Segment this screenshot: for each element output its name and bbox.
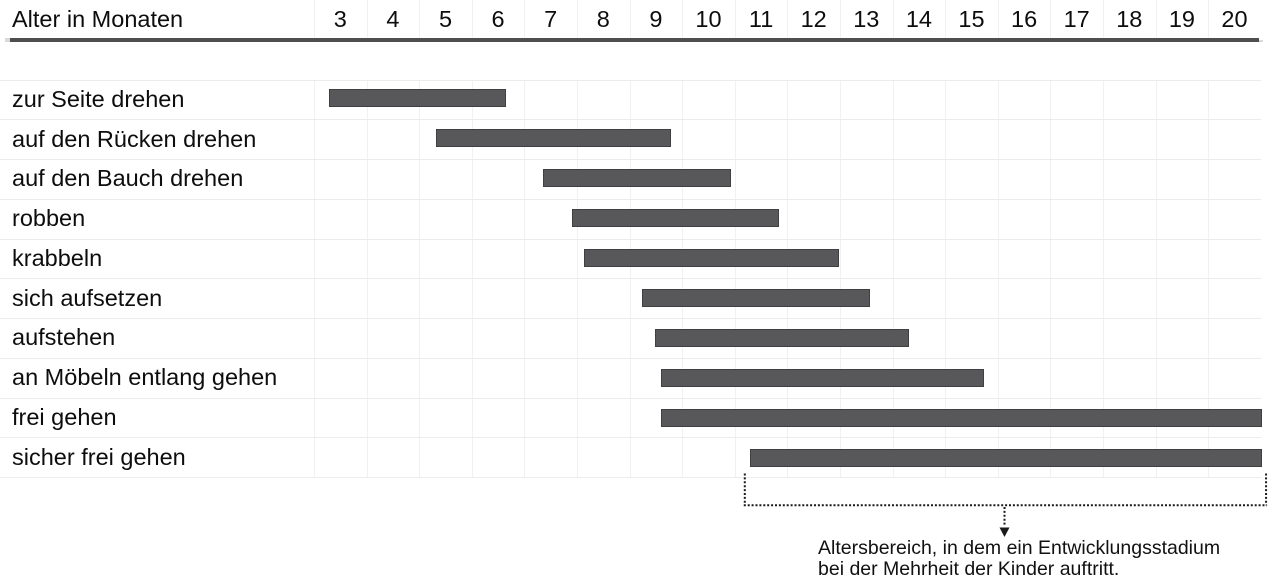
grid-hline: [0, 357, 1261, 359]
grid-vline-header: [734, 0, 736, 38]
month-tick-label-7: 7: [544, 5, 558, 32]
grid-vline-header: [314, 0, 315, 38]
month-tick-label-4: 4: [386, 5, 400, 32]
month-tick-label-6: 6: [491, 5, 505, 32]
month-tick-label-17: 17: [1063, 5, 1090, 32]
grid-hline: [0, 437, 1261, 439]
axis-title: Alter in Monaten: [12, 5, 184, 32]
grid-vline-header: [1155, 0, 1157, 38]
row-label: robben: [12, 205, 86, 232]
month-tick-label-10: 10: [695, 5, 722, 32]
row-label: sich aufsetzen: [12, 284, 163, 311]
month-tick-label-9: 9: [649, 5, 663, 32]
row-label: krabbeln: [12, 244, 103, 271]
grid-hline: [0, 397, 1261, 399]
grid-vline-header: [892, 0, 894, 38]
annotation-caption-line1: Altersbereich, in dem ein Entwicklungsst…: [818, 537, 1221, 559]
range-bar: [661, 369, 984, 387]
month-tick-label-19: 19: [1168, 5, 1195, 32]
range-bar: [660, 409, 1262, 427]
grid-vline-header: [945, 0, 947, 38]
arrow-head: [999, 527, 1010, 537]
grid-vline-header: [524, 0, 526, 38]
row-label: sicher frei gehen: [12, 443, 186, 470]
grid-hline: [0, 238, 1261, 240]
grid-hline: [0, 159, 1261, 160]
row-label: frei gehen: [12, 403, 117, 430]
row-label: an Möbeln entlang gehen: [12, 364, 278, 391]
month-tick-label-12: 12: [800, 5, 827, 32]
month-tick-label-5: 5: [438, 5, 453, 32]
grid-hline: [0, 79, 1261, 81]
grid-vline-header: [629, 0, 631, 38]
grid-vline-header: [1208, 0, 1210, 38]
month-tick-label-14: 14: [905, 5, 932, 32]
grid-hline: [0, 198, 1261, 200]
grid-vline-header: [682, 0, 684, 38]
range-bar: [543, 169, 731, 187]
header-rule-right-cap: [1259, 39, 1263, 42]
grid-hline: [0, 278, 1261, 280]
grid-vline-header: [577, 0, 578, 38]
grid-vline-header: [1103, 0, 1104, 38]
month-tick-label-8: 8: [596, 5, 610, 32]
range-bar: [749, 449, 1262, 467]
grid-vline-header: [419, 0, 421, 38]
range-bar: [572, 209, 779, 227]
month-tick-label-18: 18: [1116, 5, 1143, 32]
grid-vline-header: [840, 0, 841, 38]
grid-hline: [0, 477, 1261, 478]
range-bar: [435, 129, 671, 147]
header-rule-left-cap: [5, 38, 10, 42]
row-label: auf den Bauch drehen: [12, 165, 244, 192]
grid-vline-header: [787, 0, 789, 38]
grid-hline: [0, 318, 1261, 319]
month-tick-label-13: 13: [853, 5, 880, 32]
header-rule: [9, 38, 1259, 42]
grid-vline-header: [997, 0, 999, 38]
annotation-caption-line2: bei der Mehrheit der Kinder auftritt.: [818, 557, 1120, 580]
month-tick-label-15: 15: [958, 5, 985, 32]
range-bar: [641, 289, 871, 307]
grid-vline-header: [1050, 0, 1052, 38]
annotation-caption: Altersbereich, in dem ein Entwicklungsst…: [818, 538, 1220, 579]
month-tick-label-20: 20: [1221, 5, 1248, 32]
range-bar: [329, 89, 506, 107]
row-label: zur Seite drehen: [12, 85, 185, 112]
month-tick-label-3: 3: [333, 5, 347, 32]
range-bar: [654, 329, 909, 347]
month-tick-label-11: 11: [748, 5, 774, 32]
row-label: aufstehen: [12, 324, 116, 351]
grid-hline: [0, 119, 1261, 121]
grid-vline-header: [471, 0, 473, 38]
range-bar: [584, 249, 839, 267]
row-label: auf den Rücken drehen: [12, 125, 257, 152]
grid-vline-header: [366, 0, 368, 38]
month-tick-label-16: 16: [1011, 5, 1038, 32]
